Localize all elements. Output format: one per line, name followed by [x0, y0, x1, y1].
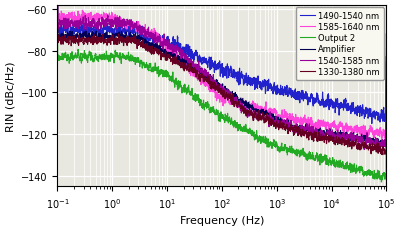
1490-1540 nm: [374, 111, 379, 114]
1585-1640 nm: [357, 128, 362, 131]
1490-1540 nm: [193, 54, 198, 56]
Amplifier: [357, 137, 362, 140]
1330-1380 nm: [294, 130, 299, 133]
1585-1640 nm: [374, 131, 379, 134]
Line: 1585-1640 nm: 1585-1640 nm: [57, 0, 386, 141]
Legend: 1490-1540 nm, 1585-1640 nm, Output 2, Amplifier, 1540-1585 nm, 1330-1380 nm: 1490-1540 nm, 1585-1640 nm, Output 2, Am…: [296, 8, 384, 80]
1490-1540 nm: [196, 58, 200, 61]
1490-1540 nm: [384, 33, 389, 36]
Amplifier: [294, 128, 299, 131]
Amplifier: [384, 56, 389, 59]
Amplifier: [196, 69, 200, 72]
1330-1380 nm: [211, 86, 216, 89]
1540-1585 nm: [294, 123, 299, 126]
Line: 1490-1540 nm: 1490-1540 nm: [57, 0, 386, 124]
Output 2: [357, 170, 362, 172]
Line: Amplifier: Amplifier: [57, 0, 386, 147]
1490-1540 nm: [369, 123, 374, 125]
1540-1585 nm: [211, 82, 216, 85]
Output 2: [384, 81, 389, 84]
1540-1585 nm: [374, 142, 379, 145]
Output 2: [379, 181, 384, 184]
1585-1640 nm: [193, 71, 198, 74]
Line: 1540-1585 nm: 1540-1585 nm: [57, 0, 386, 151]
Output 2: [196, 94, 200, 97]
X-axis label: Frequency (Hz): Frequency (Hz): [180, 216, 264, 225]
1585-1640 nm: [211, 90, 216, 93]
Amplifier: [193, 69, 198, 71]
1330-1380 nm: [196, 78, 200, 81]
1330-1380 nm: [384, 61, 389, 64]
Y-axis label: RIN (dBc/Hz): RIN (dBc/Hz): [6, 61, 16, 131]
Output 2: [374, 175, 379, 177]
1490-1540 nm: [357, 113, 362, 116]
1540-1585 nm: [357, 139, 362, 142]
1490-1540 nm: [211, 64, 216, 66]
1540-1585 nm: [193, 70, 198, 72]
1540-1585 nm: [196, 71, 200, 74]
1330-1380 nm: [374, 150, 379, 153]
1330-1380 nm: [357, 148, 362, 151]
1540-1585 nm: [381, 150, 385, 152]
1585-1640 nm: [379, 140, 384, 142]
Output 2: [193, 100, 198, 103]
Line: Output 2: Output 2: [57, 0, 386, 182]
1490-1540 nm: [294, 95, 299, 97]
1585-1640 nm: [384, 48, 389, 51]
1540-1585 nm: [384, 57, 389, 59]
1585-1640 nm: [294, 117, 299, 119]
1330-1380 nm: [381, 154, 385, 156]
Amplifier: [381, 146, 386, 149]
1585-1640 nm: [196, 74, 200, 76]
Output 2: [211, 108, 216, 111]
Output 2: [294, 151, 299, 154]
Amplifier: [374, 140, 379, 143]
1330-1380 nm: [193, 75, 198, 77]
Amplifier: [211, 82, 216, 85]
Line: 1330-1380 nm: 1330-1380 nm: [57, 0, 386, 155]
